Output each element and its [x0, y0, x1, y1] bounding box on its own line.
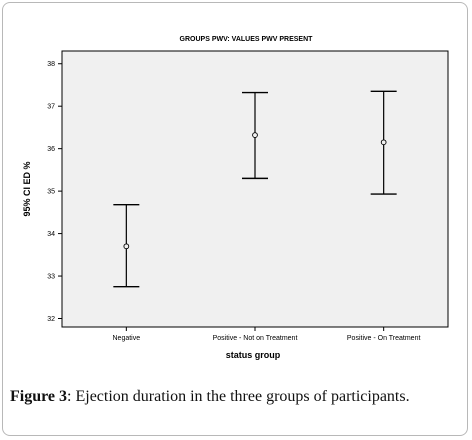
caption-text: : Ejection duration in the three groups … — [67, 388, 410, 405]
y-tick-label: 36 — [47, 146, 55, 153]
x-axis-label: status group — [226, 350, 281, 360]
error-bar-chart: GROUPS PWV: VALUES PWV PRESENT 323334353… — [22, 36, 449, 360]
y-tick-label: 38 — [47, 61, 55, 68]
y-tick-label: 33 — [47, 274, 55, 281]
figure-caption: Figure 3: Ejection duration in the three… — [10, 388, 465, 406]
y-axis: 32 33 34 35 36 37 38 — [47, 61, 62, 323]
y-tick-label: 32 — [47, 316, 55, 323]
mean-marker — [123, 243, 130, 250]
y-tick-label: 35 — [47, 189, 55, 196]
x-tick-label: Negative — [113, 335, 141, 342]
chart-title: GROUPS PWV: VALUES PWV PRESENT — [180, 36, 314, 43]
mean-marker — [252, 132, 258, 138]
x-axis: Negative Positive - Not on Treatment Posit… — [113, 327, 421, 342]
y-axis-label: 95% CI ED % — [22, 161, 32, 216]
y-tick-label: 37 — [47, 104, 55, 111]
caption-label: Figure 3 — [10, 388, 68, 405]
error-bars — [113, 90, 397, 288]
x-tick-label: Positive - On Treatment — [347, 335, 421, 342]
mean-marker — [380, 139, 387, 146]
x-tick-label: Positive - Not on Treatment — [213, 335, 298, 342]
y-tick-label: 34 — [47, 231, 55, 238]
